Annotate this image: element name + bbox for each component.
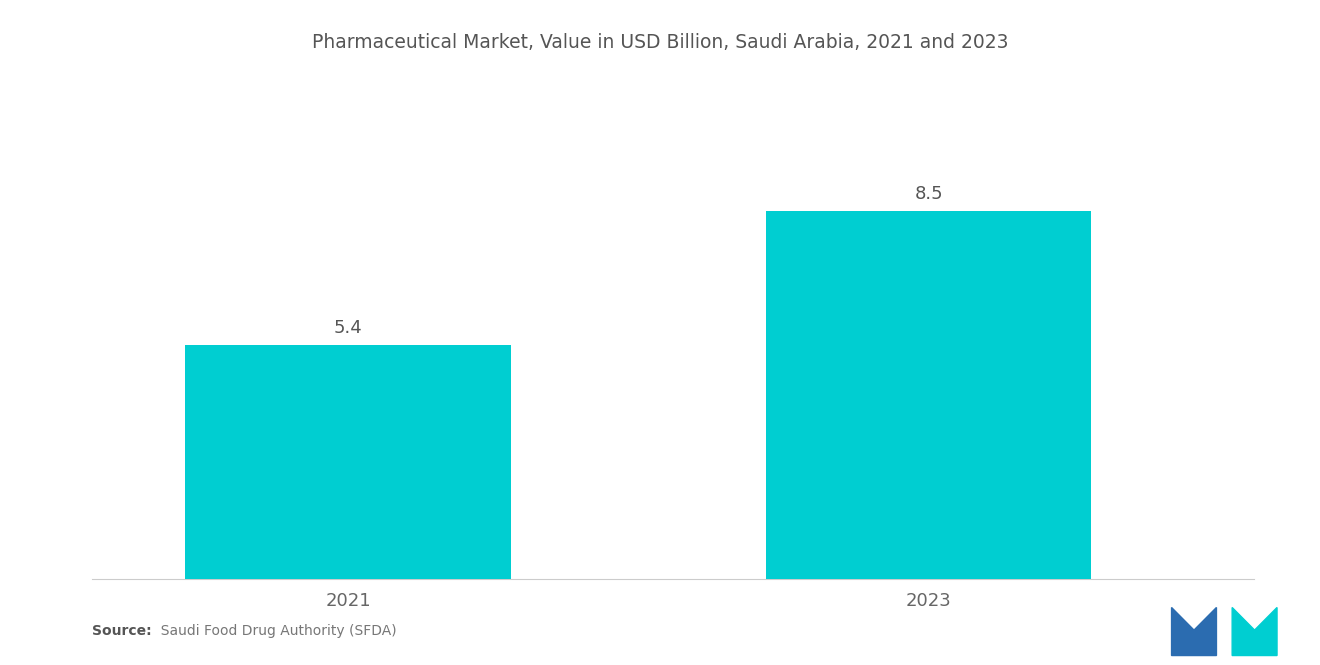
Text: 5.4: 5.4: [334, 319, 362, 337]
Polygon shape: [1232, 608, 1276, 656]
Text: Source:: Source:: [92, 624, 152, 638]
Text: Pharmaceutical Market, Value in USD Billion, Saudi Arabia, 2021 and 2023: Pharmaceutical Market, Value in USD Bill…: [312, 33, 1008, 53]
Bar: [185, 345, 511, 579]
Text: 8.5: 8.5: [915, 186, 942, 203]
Bar: [766, 211, 1092, 579]
Polygon shape: [1172, 608, 1217, 656]
Text: Saudi Food Drug Authority (SFDA): Saudi Food Drug Authority (SFDA): [152, 624, 396, 638]
